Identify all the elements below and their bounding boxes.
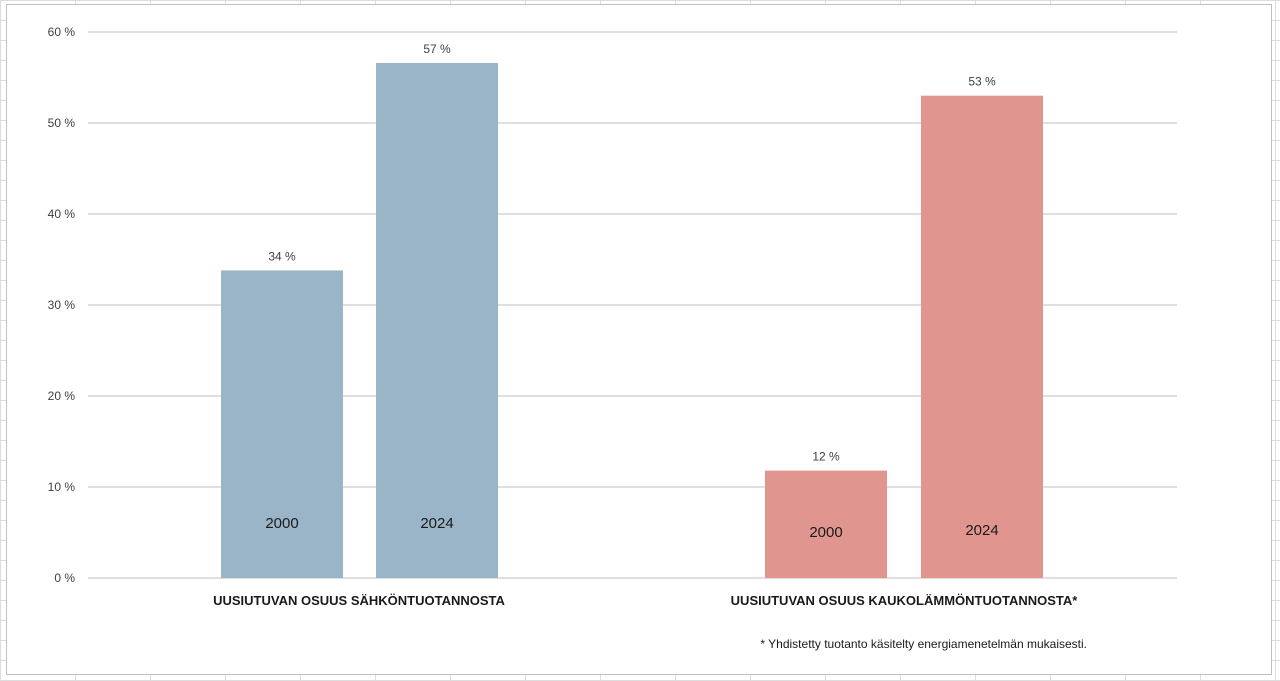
bar-1-2000[interactable] — [765, 470, 887, 578]
y-tick-label: 0 % — [54, 571, 75, 585]
labels: 34 % 2000 57 % 2024 UUSIUTUVAN OSUUS SÄHKÖNT… — [213, 42, 1078, 608]
data-label: 12 % — [812, 450, 840, 464]
data-label: 34 % — [268, 249, 296, 263]
category-label: UUSIUTUVAN OSUUS KAUKOLÄMMÖNTUOTANNOSTA* — [731, 593, 1079, 608]
y-axis-ticks: 0 % 10 % 20 % 30 % 40 % 50 % 60 % — [48, 25, 76, 585]
bar-year-label: 2024 — [965, 522, 998, 539]
data-label: 53 % — [968, 75, 996, 89]
y-tick-label: 60 % — [48, 25, 76, 39]
chart-footnote: * Yhdistetty tuotanto käsitelty energiam… — [760, 637, 1087, 651]
bar-0-2024[interactable] — [376, 62, 498, 578]
bar-year-label: 2024 — [420, 515, 453, 532]
bars — [221, 62, 1043, 578]
bar-year-label: 2000 — [265, 515, 298, 532]
y-tick-label: 40 % — [48, 207, 76, 221]
bar-year-label: 2000 — [809, 524, 842, 541]
category-label: UUSIUTUVAN OSUUS SÄHKÖNTUOTANNOSTA — [213, 593, 505, 608]
y-tick-label: 30 % — [48, 298, 76, 312]
y-tick-label: 10 % — [48, 480, 76, 494]
bar-0-2000[interactable] — [221, 270, 343, 578]
y-tick-label: 20 % — [48, 389, 76, 403]
y-tick-label: 50 % — [48, 116, 76, 130]
chart-area[interactable] — [6, 4, 1272, 675]
data-label: 57 % — [423, 42, 451, 56]
bar-1-2024[interactable] — [921, 95, 1043, 578]
